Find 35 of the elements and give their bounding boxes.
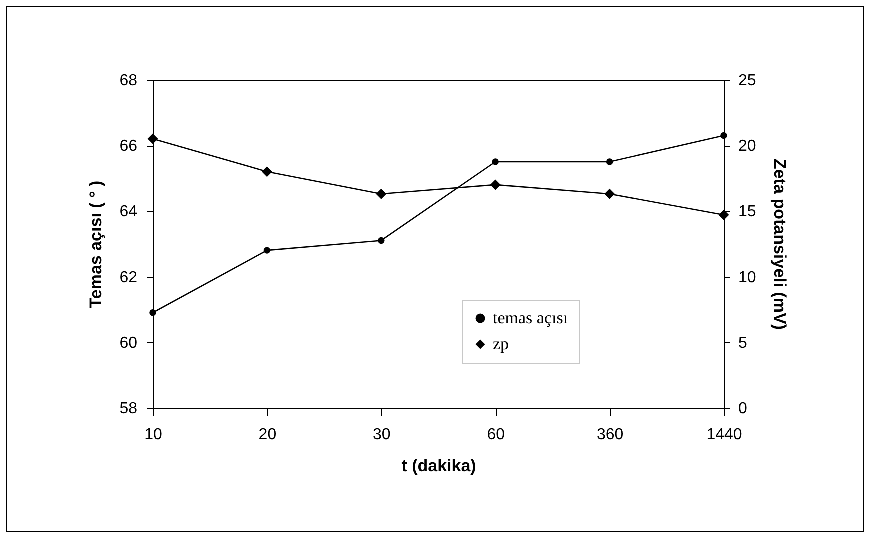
x-tick-label: 20 <box>258 426 277 444</box>
y2-tick-label: 0 <box>738 400 748 418</box>
point <box>604 188 616 200</box>
point <box>150 310 156 316</box>
legend-label: temas açısı <box>493 308 568 328</box>
point <box>606 158 614 166</box>
x-tick-label: 60 <box>487 426 506 444</box>
y-tick-label: 68 <box>120 72 138 90</box>
y-tick-label: 62 <box>120 269 138 286</box>
point <box>376 188 387 200</box>
point <box>264 247 271 254</box>
y2-axis-title: Zeta potansiyeli (mV) <box>770 159 790 330</box>
x-tick-label: 30 <box>373 426 391 444</box>
y-tick-label: 64 <box>120 204 138 221</box>
y-tick-label: 58 <box>120 400 138 418</box>
x-tick-label: 360 <box>596 426 624 444</box>
point <box>492 158 499 166</box>
point <box>148 134 158 144</box>
point <box>718 210 730 220</box>
y2-tick-label: 5 <box>738 334 748 352</box>
x-tick-label: 10 <box>144 426 162 444</box>
point <box>262 166 272 178</box>
point <box>378 237 385 244</box>
y2-tick-label: 25 <box>738 72 756 90</box>
y2-tick-label: 10 <box>738 269 756 286</box>
y2-tick-label: 20 <box>738 138 756 156</box>
point <box>720 132 728 140</box>
y-axis-title: Temas açısı ( ° ) <box>86 180 106 308</box>
point <box>490 180 501 190</box>
x-axis-title: t (dakika) <box>402 456 476 476</box>
x-tick-label: 1440 <box>706 426 742 444</box>
y-tick-label: 66 <box>120 138 138 156</box>
y2-tick-label: 15 <box>738 204 756 221</box>
y-tick-label: 60 <box>120 334 138 352</box>
legend-label: zp <box>493 334 510 354</box>
